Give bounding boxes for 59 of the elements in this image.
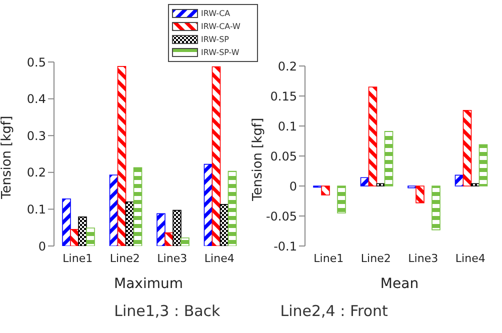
bar: [416, 186, 424, 204]
x-tick-label: Line4: [204, 252, 234, 265]
y-tick-label: 0.1: [278, 119, 297, 134]
y-axis-title: Tension [kgf]: [0, 116, 15, 200]
x-tick-label: Line4: [455, 252, 486, 265]
bar: [204, 164, 213, 246]
bar: [125, 201, 134, 246]
bar: [109, 174, 118, 246]
x-tick-label: Line2: [360, 252, 391, 265]
y-tick-label: 0.05: [270, 149, 297, 164]
x-tick-label: Line1: [62, 252, 93, 265]
bar: [478, 144, 488, 186]
bar: [117, 66, 126, 246]
bar: [321, 186, 330, 196]
y-tick-label: 0.4: [26, 92, 46, 106]
y-axis-title: Tension [kgf]: [250, 118, 266, 202]
bar: [70, 229, 79, 246]
y-tick-label: 0.15: [270, 89, 297, 104]
y-tick-label: 0.1: [26, 202, 46, 216]
x-tick-label: Line3: [408, 252, 438, 265]
bar: [384, 131, 394, 186]
bar: [360, 177, 370, 186]
bar: [228, 170, 237, 246]
x-tick-label: Line1: [314, 252, 344, 265]
x-tick-label: Line2: [110, 252, 140, 265]
bar: [462, 110, 472, 186]
legend-label: IRW-SP: [201, 34, 229, 44]
bar: [62, 198, 71, 246]
y-tick-label: 0.2: [278, 59, 297, 74]
bar: [376, 183, 386, 186]
legend-label: IRW-CA-W: [201, 22, 240, 32]
text: Line1,3 : Back: [114, 302, 220, 320]
y-tick-label: 0.3: [26, 128, 46, 143]
bar: [368, 86, 378, 186]
x-axis-title: Maximum: [114, 276, 183, 292]
bar: [156, 213, 166, 246]
bar: [86, 228, 95, 246]
bar: [78, 216, 87, 246]
bar: [470, 183, 480, 186]
bar: [172, 210, 182, 246]
bar: [133, 167, 142, 246]
bar: [164, 232, 174, 246]
y-tick-label: 0.5: [26, 55, 46, 70]
x-axis-title: Mean: [380, 276, 419, 292]
y-tick-label: -0.05: [266, 209, 297, 224]
bar: [337, 186, 346, 214]
legend-label: IRW-CA: [201, 8, 230, 18]
y-tick-label: 0: [38, 239, 46, 254]
bar: [432, 186, 440, 230]
bar: [220, 204, 229, 246]
text: Line2,4 : Front: [280, 302, 388, 320]
y-tick-label: 0: [289, 179, 297, 194]
legend-label: IRW-SP-W: [201, 48, 240, 58]
bar: [454, 174, 464, 186]
bar: [180, 238, 190, 246]
x-tick-label: Line3: [157, 252, 188, 265]
y-tick-label: -0.1: [274, 239, 297, 254]
y-tick-label: 0.2: [26, 166, 46, 180]
bar: [212, 66, 221, 246]
